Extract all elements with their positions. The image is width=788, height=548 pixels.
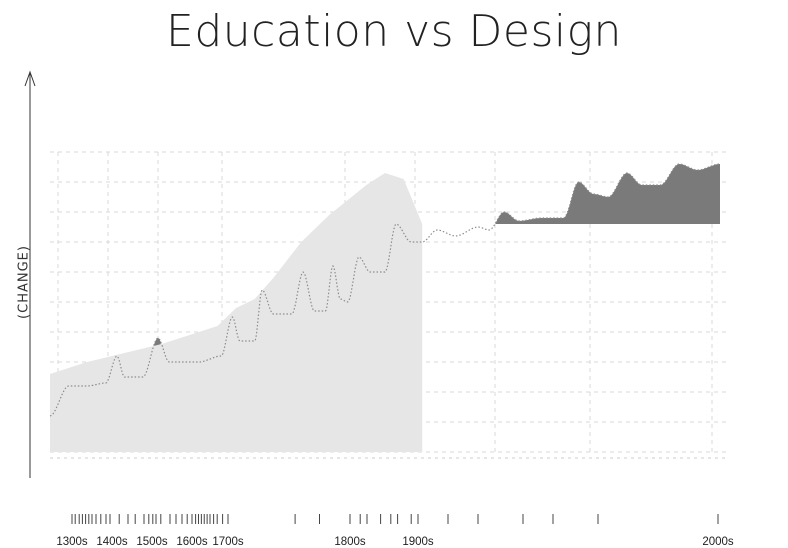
x-tick-label: 1300s — [56, 536, 88, 548]
series-line — [49, 163, 721, 417]
x-tick-label: 2000s — [702, 536, 734, 548]
x-tick-label: 1700s — [212, 536, 244, 548]
series-area — [50, 173, 423, 452]
x-tick-label: 1800s — [334, 536, 366, 548]
y-axis-arrow — [24, 70, 36, 87]
series-peak-fill — [154, 338, 161, 346]
x-tick-label: 1900s — [402, 536, 434, 548]
x-tick-label: 1600s — [176, 536, 208, 548]
x-tick-label: 1400s — [96, 536, 128, 548]
chart-title: Education vs Design — [166, 6, 622, 57]
x-tick-label: 1500s — [136, 536, 168, 548]
series-peak-fill — [495, 164, 720, 224]
